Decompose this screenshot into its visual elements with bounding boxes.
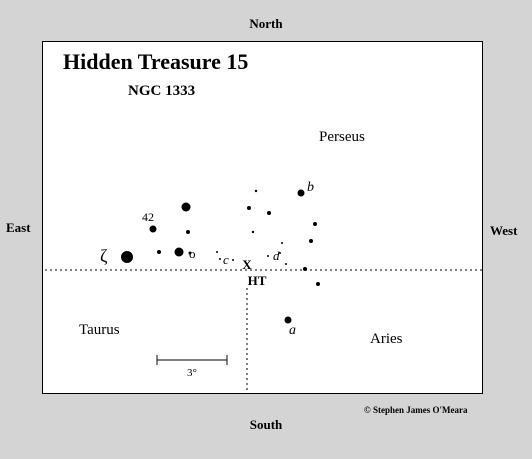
star — [186, 230, 190, 234]
label-omicron: o — [189, 246, 196, 261]
chart-title: Hidden Treasure 15 — [63, 49, 248, 74]
star — [254, 189, 258, 193]
constellation-taurus: Taurus — [79, 322, 120, 338]
star-42 — [149, 225, 157, 233]
star — [188, 251, 192, 255]
label-c: c — [223, 252, 229, 267]
star — [219, 258, 221, 260]
star — [181, 202, 191, 212]
constellation-perseus: Perseus — [319, 129, 365, 145]
star — [316, 282, 320, 286]
target-marker: X — [242, 257, 252, 272]
star-chart-svg: Hidden Treasure 15 NGC 1333 Perseus Taur… — [45, 49, 482, 393]
direction-north: North — [249, 16, 283, 31]
star — [267, 211, 271, 215]
target-label: HT — [248, 273, 267, 288]
copyright: © Stephen James O'Meara — [364, 405, 468, 415]
scale-bar-label: 3° — [187, 367, 197, 379]
star-chart: Hidden Treasure 15 NGC 1333 Perseus Taur… — [42, 41, 483, 394]
star — [309, 239, 313, 243]
star — [303, 267, 307, 271]
star — [216, 251, 218, 253]
star — [267, 255, 269, 257]
star — [247, 206, 251, 210]
direction-west: West — [490, 223, 518, 238]
star — [279, 252, 281, 254]
star — [281, 242, 283, 244]
star-zeta — [121, 251, 133, 263]
star-omicron — [174, 247, 184, 257]
label-42: 42 — [142, 210, 154, 224]
star — [157, 250, 161, 254]
star-b — [297, 189, 305, 197]
constellation-aries: Aries — [370, 331, 403, 347]
label-b: b — [307, 180, 314, 195]
star — [251, 230, 255, 234]
star — [313, 222, 317, 226]
star-a — [284, 316, 292, 324]
label-zeta: ζ — [100, 246, 108, 266]
star — [232, 259, 234, 261]
direction-south: South — [249, 417, 283, 432]
label-a: a — [289, 323, 296, 338]
direction-east: East — [6, 220, 31, 235]
label-d: d — [273, 248, 280, 263]
chart-subtitle: NGC 1333 — [128, 83, 195, 99]
star — [285, 263, 287, 265]
